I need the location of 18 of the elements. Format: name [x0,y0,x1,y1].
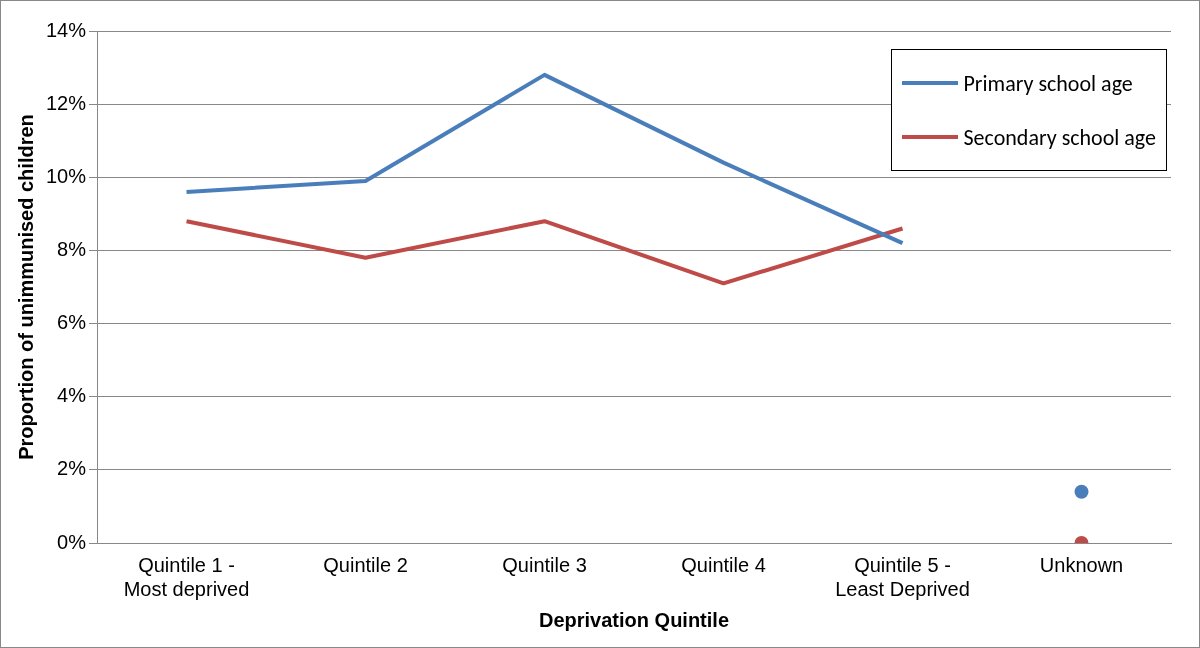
y-tick-label: 6% [57,311,87,334]
x-tick-label: Quintile 1 - Most deprived [123,553,250,600]
y-tick-label: 12% [46,91,87,114]
y-tick-label: 8% [57,237,87,260]
legend-label: Primary school age [963,69,1133,97]
y-axis-title: Proportion of unimmunised children [14,114,37,460]
y-tick-label: 14% [46,18,87,41]
x-tick-label: Quintile 3 [502,553,587,576]
y-tick-label: 4% [57,384,87,407]
x-tick-label: Quintile 4 [681,553,766,576]
legend-label: Secondary school age [963,123,1156,151]
y-tick-label: 0% [57,530,87,553]
y-tick-label: 10% [46,164,87,187]
x-tick-label: Unknown [1039,553,1124,576]
x-axis-title: Deprivation Quintile [539,608,730,631]
x-tick-label: Quintile 5 - Least Deprived [835,553,970,600]
x-tick-label: Quintile 2 [323,553,408,576]
y-tick-label: 2% [57,457,87,480]
